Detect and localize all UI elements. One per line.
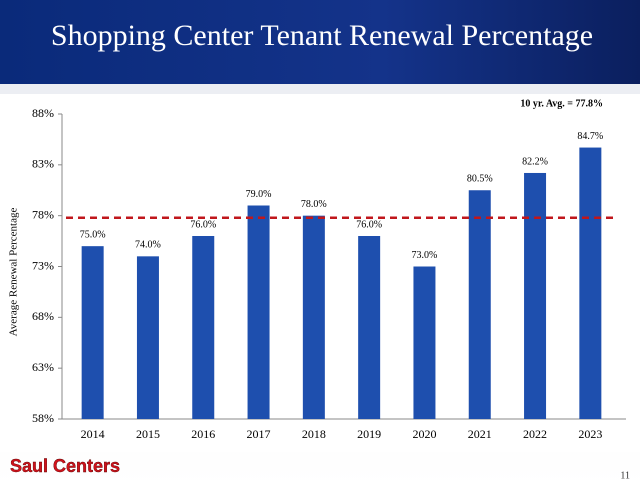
bar [247,205,270,419]
bar [413,266,436,419]
bar [524,172,547,419]
value-label: 74.0% [135,240,161,251]
y-tick-label: 83% [32,157,54,171]
bar [81,246,104,419]
value-label: 84.7% [577,131,603,142]
value-label: 73.0% [412,250,438,261]
chart-title: Shopping Center Tenant Renewal Percentag… [51,19,593,52]
brand-logo: Saul Centers [10,456,120,476]
y-tick-label: 58% [32,411,54,425]
y-tick-label: 68% [32,309,54,323]
x-tick-label: 2014 [81,427,105,441]
value-label: 82.2% [522,156,548,167]
y-tick-label: 88% [32,106,54,120]
value-label: 80.5% [467,174,493,185]
header-band [0,0,640,84]
x-tick-label: 2020 [412,427,436,441]
y-axis-label: Average Renewal Percentage [8,208,20,337]
x-tick-label: 2015 [136,427,160,441]
value-label: 76.0% [356,219,382,230]
x-tick-label: 2019 [357,427,381,441]
bar [468,190,491,419]
value-label: 76.0% [190,219,216,230]
value-label: 79.0% [246,189,272,200]
page-number: 11 [620,470,630,481]
y-tick-label: 73% [32,258,54,272]
bar [192,236,215,419]
bar [302,215,325,419]
x-tick-label: 2017 [247,427,271,441]
y-tick-label: 63% [32,360,54,374]
value-label: 75.0% [80,229,106,240]
x-tick-label: 2022 [523,427,547,441]
bar [358,236,381,419]
x-tick-label: 2018 [302,427,326,441]
bar [579,147,602,420]
plot: 58% 63% 68% 73% 78% 83% 88% 2014 75.0% 2015 74.0% 2… [32,98,626,441]
x-tick-label: 2021 [468,427,492,441]
bar [136,256,159,419]
average-label: 10 yr. Avg. = 77.8% [520,98,603,109]
y-tick-label: 78% [32,207,54,221]
x-tick-label: 2023 [578,427,602,441]
value-label: 78.0% [301,199,327,210]
x-tick-label: 2016 [191,427,215,441]
